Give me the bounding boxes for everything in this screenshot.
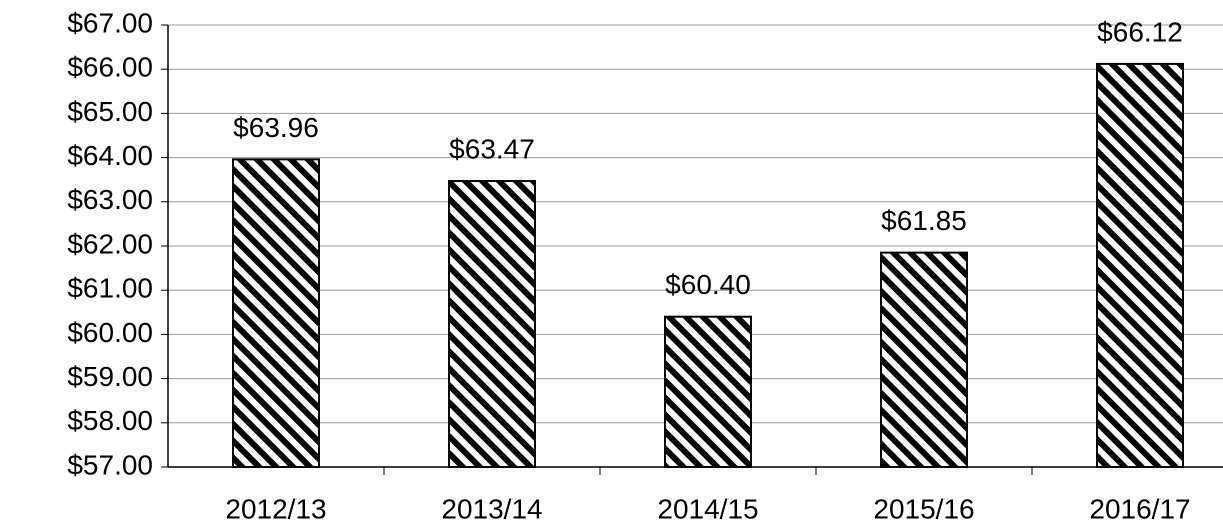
y-tick-label: $62.00 <box>67 228 153 259</box>
bar <box>232 158 320 468</box>
y-tick-label: $57.00 <box>67 449 153 480</box>
x-tick-label: 2012/13 <box>225 493 326 524</box>
y-tick-label: $59.00 <box>67 361 153 392</box>
bar <box>448 180 536 468</box>
y-tick-label: $61.00 <box>67 273 153 304</box>
data-label: $63.47 <box>449 133 535 164</box>
bar <box>1096 62 1184 469</box>
y-tick-label: $64.00 <box>67 140 153 171</box>
y-tick-label: $63.00 <box>67 184 153 215</box>
x-tick-label: 2016/17 <box>1089 493 1190 524</box>
y-tick-label: $60.00 <box>67 317 153 348</box>
y-tick-label: $58.00 <box>67 405 153 436</box>
bar <box>664 315 752 468</box>
y-tick-label: $65.00 <box>67 96 153 127</box>
data-label: $63.96 <box>233 112 319 143</box>
bar <box>880 251 968 468</box>
y-tick-label: $67.00 <box>67 7 153 38</box>
y-tick-label: $66.00 <box>67 52 153 83</box>
data-label: $66.12 <box>1097 16 1183 47</box>
x-tick-label: 2014/15 <box>657 493 758 524</box>
data-label: $60.40 <box>665 269 751 300</box>
x-tick-label: 2015/16 <box>873 493 974 524</box>
x-tick-label: 2013/14 <box>441 493 542 524</box>
data-label: $61.85 <box>881 205 967 236</box>
